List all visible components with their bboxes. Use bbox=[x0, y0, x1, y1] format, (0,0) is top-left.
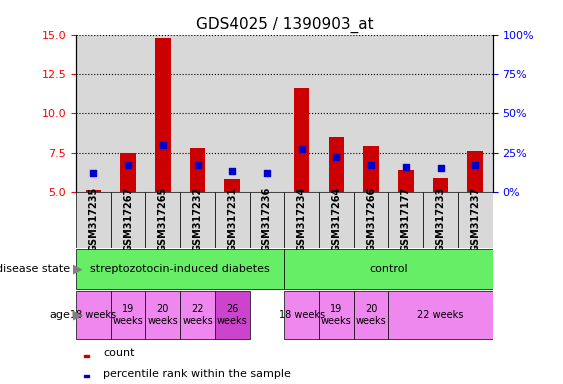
Bar bbox=[284, 291, 319, 339]
Point bbox=[89, 170, 98, 176]
Bar bbox=[76, 192, 111, 248]
Bar bbox=[319, 35, 354, 192]
Text: 18 weeks: 18 weeks bbox=[70, 310, 117, 320]
Point bbox=[262, 170, 271, 176]
Bar bbox=[180, 291, 215, 339]
Bar bbox=[215, 291, 249, 339]
Bar bbox=[120, 153, 136, 192]
Text: 26
weeks: 26 weeks bbox=[217, 304, 248, 326]
Text: GSM317266: GSM317266 bbox=[366, 187, 376, 252]
Title: GDS4025 / 1390903_at: GDS4025 / 1390903_at bbox=[195, 17, 373, 33]
Bar bbox=[249, 35, 284, 192]
Bar bbox=[84, 355, 90, 357]
Bar bbox=[76, 248, 284, 289]
Text: GSM317234: GSM317234 bbox=[297, 187, 307, 252]
Text: ▶: ▶ bbox=[73, 262, 83, 275]
Bar bbox=[363, 146, 379, 192]
Bar bbox=[225, 179, 240, 192]
Bar bbox=[467, 151, 483, 192]
Text: GSM317267: GSM317267 bbox=[123, 187, 133, 252]
Bar bbox=[284, 192, 319, 248]
Text: 22
weeks: 22 weeks bbox=[182, 304, 213, 326]
Bar bbox=[433, 178, 448, 192]
Text: 22 weeks: 22 weeks bbox=[417, 310, 464, 320]
Bar bbox=[354, 291, 388, 339]
Text: GSM317235: GSM317235 bbox=[88, 187, 99, 252]
Text: 19
weeks: 19 weeks bbox=[113, 304, 144, 326]
Bar bbox=[145, 192, 180, 248]
Bar bbox=[319, 291, 354, 339]
Text: ▶: ▶ bbox=[73, 308, 83, 321]
Text: 19
weeks: 19 weeks bbox=[321, 304, 352, 326]
Text: 20
weeks: 20 weeks bbox=[356, 304, 386, 326]
Bar bbox=[388, 192, 423, 248]
Bar bbox=[215, 192, 249, 248]
Bar bbox=[398, 170, 414, 192]
Text: control: control bbox=[369, 264, 408, 274]
Bar bbox=[423, 35, 458, 192]
Point bbox=[158, 142, 167, 148]
Point bbox=[227, 168, 237, 174]
Bar bbox=[249, 192, 284, 248]
Bar bbox=[84, 376, 90, 377]
Bar bbox=[354, 35, 388, 192]
Bar bbox=[111, 192, 145, 248]
Bar bbox=[388, 35, 423, 192]
Text: streptozotocin-induced diabetes: streptozotocin-induced diabetes bbox=[90, 264, 270, 274]
Bar bbox=[294, 88, 310, 192]
Text: GSM317264: GSM317264 bbox=[332, 187, 341, 252]
Bar bbox=[111, 35, 145, 192]
Bar bbox=[354, 192, 388, 248]
Bar bbox=[180, 192, 215, 248]
Text: GSM317265: GSM317265 bbox=[158, 187, 168, 252]
Text: count: count bbox=[103, 348, 135, 358]
Point bbox=[471, 162, 480, 168]
Bar bbox=[284, 248, 493, 289]
Point bbox=[332, 154, 341, 161]
Text: percentile rank within the sample: percentile rank within the sample bbox=[103, 369, 291, 379]
Text: GSM317232: GSM317232 bbox=[193, 187, 203, 252]
Bar bbox=[458, 35, 493, 192]
Bar bbox=[145, 35, 180, 192]
Point bbox=[193, 162, 202, 168]
Bar bbox=[458, 192, 493, 248]
Point bbox=[436, 164, 445, 170]
Text: GSM317237: GSM317237 bbox=[470, 187, 480, 252]
Bar bbox=[329, 137, 344, 192]
Text: GSM317177: GSM317177 bbox=[401, 187, 411, 252]
Text: GSM317231: GSM317231 bbox=[227, 187, 237, 252]
Bar bbox=[180, 35, 215, 192]
Text: 18 weeks: 18 weeks bbox=[279, 310, 325, 320]
Text: age: age bbox=[50, 310, 70, 320]
Bar bbox=[111, 291, 145, 339]
Point bbox=[297, 146, 306, 152]
Text: 20
weeks: 20 weeks bbox=[148, 304, 178, 326]
Bar bbox=[76, 291, 111, 339]
Text: GSM317236: GSM317236 bbox=[262, 187, 272, 252]
Bar bbox=[190, 148, 205, 192]
Bar bbox=[215, 35, 249, 192]
Bar bbox=[284, 35, 319, 192]
Bar bbox=[319, 192, 354, 248]
Bar bbox=[86, 190, 101, 192]
Point bbox=[401, 164, 410, 170]
Bar bbox=[423, 192, 458, 248]
Point bbox=[367, 162, 376, 168]
Bar bbox=[76, 35, 111, 192]
Text: GSM317233: GSM317233 bbox=[436, 187, 445, 252]
Bar bbox=[155, 38, 171, 192]
Text: disease state: disease state bbox=[0, 264, 70, 274]
Bar bbox=[388, 291, 493, 339]
Point bbox=[124, 162, 133, 168]
Bar bbox=[145, 291, 180, 339]
